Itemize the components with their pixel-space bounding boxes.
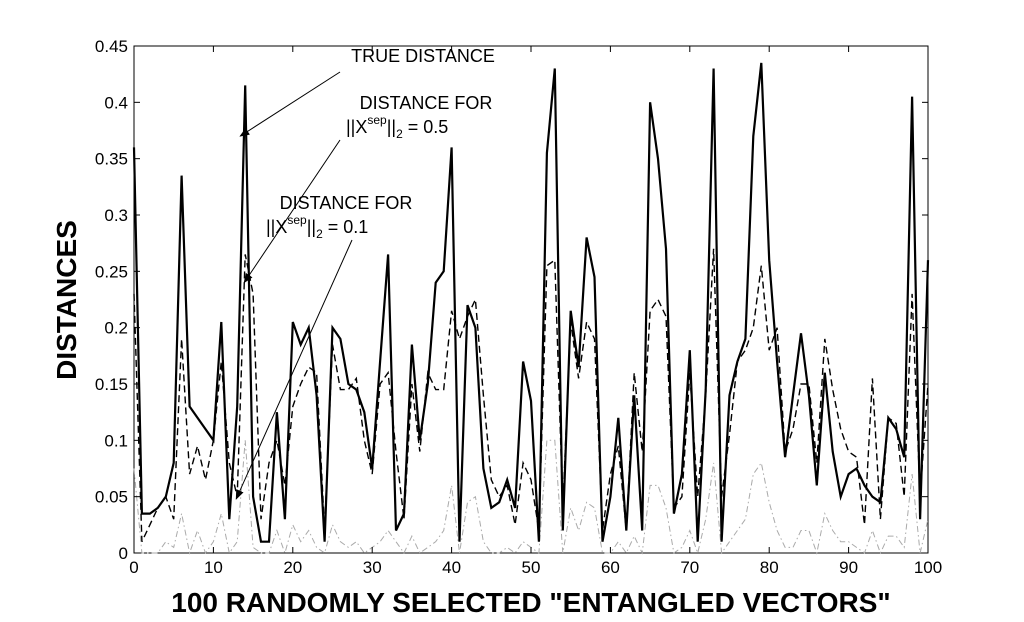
y-tick-label: 0.15 <box>95 375 128 394</box>
plot-area <box>133 45 929 554</box>
x-tick-label: 50 <box>522 558 541 577</box>
x-axis-label: 100 RANDOMLY SELECTED "ENTANGLED VECTORS… <box>171 587 890 618</box>
annotation-heading-distance-01: DISTANCE FOR <box>280 193 413 213</box>
series-true-distance-line <box>132 62 930 543</box>
annotation-heading-distance-05: DISTANCE FOR <box>360 93 493 113</box>
x-tick-label: 70 <box>680 558 699 577</box>
series-distance-05-line <box>133 248 929 542</box>
y-tick-label: 0 <box>119 544 128 563</box>
annotation-true-distance: TRUE DISTANCE <box>351 46 495 66</box>
x-tick-label: 0 <box>129 558 138 577</box>
x-tick-label: 60 <box>601 558 620 577</box>
y-tick-label: 0.45 <box>95 37 128 56</box>
x-tick-label: 100 <box>914 558 942 577</box>
annotation-arrow-distance-05 <box>243 139 341 284</box>
x-tick-label: 80 <box>760 558 779 577</box>
y-tick-label: 0.05 <box>95 488 128 507</box>
y-tick-label: 0.3 <box>104 206 128 225</box>
y-tick-label: 0.2 <box>104 319 128 338</box>
x-tick-label: 30 <box>363 558 382 577</box>
y-tick-label: 0.25 <box>95 262 128 281</box>
annotation-formula-distance-01: ||Xsep||2 = 0.1 <box>266 213 368 241</box>
annotation-arrow-true-distance <box>239 71 341 137</box>
x-tick-label: 90 <box>839 558 858 577</box>
tick-layer: 0 10 20 30 40 50 60 70 80 90 100 0 0.05 0.1 0.15 0.2 0.2… <box>95 37 942 577</box>
y-tick-label: 0.1 <box>104 431 128 450</box>
y-tick-label: 0.4 <box>104 93 128 112</box>
x-tick-label: 40 <box>442 558 461 577</box>
y-tick-label: 0.35 <box>95 150 128 169</box>
annotation-arrow-distance-01 <box>235 239 353 500</box>
annotation-formula-distance-05: ||Xsep||2 = 0.5 <box>346 113 448 141</box>
x-tick-label: 20 <box>283 558 302 577</box>
y-axis-label: DISTANCES <box>51 220 82 380</box>
x-tick-label: 10 <box>204 558 223 577</box>
